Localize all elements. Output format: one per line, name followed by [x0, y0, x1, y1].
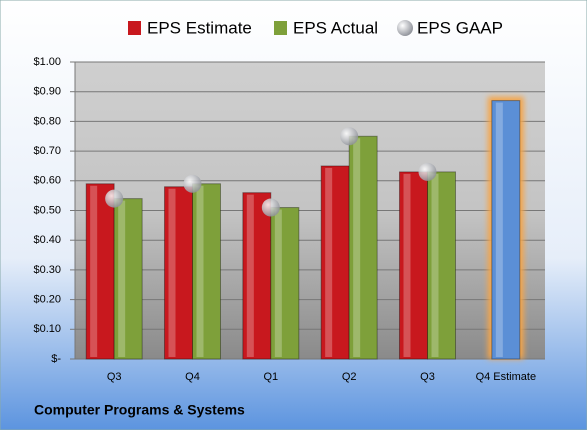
marker	[418, 162, 437, 181]
bar-shine	[118, 200, 126, 357]
bar	[399, 171, 428, 360]
x-tick-label: Q4 Estimate	[476, 371, 537, 383]
bar	[348, 135, 378, 360]
legend-label: EPS Actual	[293, 18, 378, 37]
bar-shine	[274, 209, 282, 357]
marker	[340, 127, 359, 146]
x-tick-label: Q1	[263, 371, 278, 383]
x-tick-label: Q4	[185, 371, 200, 383]
marker	[105, 189, 124, 208]
bar-shine	[196, 185, 204, 357]
bar	[192, 183, 221, 360]
chart-title: Computer Programs & Systems	[34, 402, 245, 418]
bar-shine	[353, 138, 361, 357]
bar	[320, 165, 350, 360]
bar	[113, 198, 143, 360]
bar-shine	[495, 102, 503, 357]
y-tick-label: $-	[51, 353, 61, 365]
bar	[242, 192, 272, 360]
marker	[183, 174, 202, 193]
bar	[164, 186, 193, 360]
bar-shine	[246, 194, 254, 357]
y-tick-label: $0.80	[33, 115, 61, 127]
y-tick-label: $0.30	[33, 264, 61, 276]
y-tick-label: $0.90	[33, 86, 61, 98]
bar-shine	[431, 173, 439, 357]
x-tick-label: Q2	[342, 371, 357, 383]
marker	[261, 198, 280, 217]
legend-swatch	[128, 21, 141, 35]
y-tick-label: $0.20	[33, 294, 61, 306]
bar	[491, 100, 521, 360]
legend-swatch	[274, 21, 287, 35]
y-tick-label: $0.70	[33, 145, 61, 157]
bar-shine	[168, 188, 176, 357]
legend-label: EPS Estimate	[147, 18, 252, 37]
y-tick-label: $0.60	[33, 175, 61, 187]
x-tick-label: Q3	[420, 371, 435, 383]
bar	[427, 171, 456, 360]
x-tick-label: Q3	[107, 371, 122, 383]
bar-shine	[90, 185, 98, 357]
y-tick-label: $0.50	[33, 204, 61, 216]
bar-shine	[403, 173, 411, 357]
y-tick-label: $1.00	[33, 56, 61, 68]
bar-shine	[325, 167, 333, 357]
y-tick-label: $0.10	[33, 323, 61, 335]
y-tick-label: $0.40	[33, 234, 61, 246]
bar	[270, 207, 300, 360]
legend-label: EPS GAAP	[417, 18, 503, 37]
legend-marker	[397, 20, 413, 36]
